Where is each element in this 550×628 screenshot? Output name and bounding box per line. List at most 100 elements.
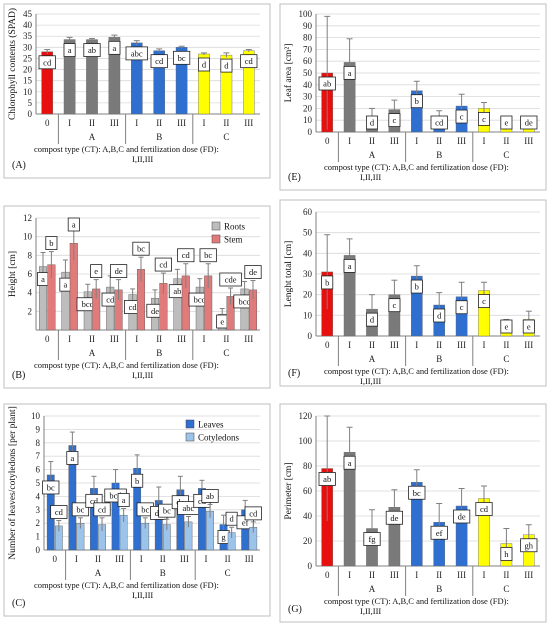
x-tick-label: III (244, 334, 253, 344)
y-tick-label: 4 (28, 288, 33, 298)
y-tick-label: 8 (28, 250, 33, 260)
letter-box (83, 43, 101, 57)
significance-letter: cd (245, 56, 254, 66)
letter-box (177, 248, 195, 263)
x-tick-label: I (348, 570, 351, 580)
significance-letter: cd (480, 504, 489, 514)
letter-box (522, 319, 535, 334)
x-tick-label: III (177, 334, 186, 344)
x-tick-label: II (369, 340, 375, 350)
letter-box (520, 115, 538, 130)
significance-letter: cd (129, 302, 138, 312)
x-tick-label: III (115, 554, 124, 564)
y-tick-label: 5 (28, 98, 33, 108)
letter-box (343, 65, 356, 80)
legend-label: Leaves (198, 420, 224, 430)
significance-letter: cd (159, 260, 168, 270)
significance-letter: e (527, 322, 531, 332)
panel-label: (A) (12, 160, 26, 171)
significance-letter: bc (47, 482, 55, 492)
significance-letter: bc (178, 53, 186, 63)
group-label: A (369, 584, 376, 594)
significance-letter: ef (436, 528, 443, 538)
y-tick-label: 8 (36, 438, 41, 448)
letter-box (90, 264, 103, 279)
x-tick-label: I (205, 554, 208, 564)
significance-letter: bc (163, 506, 171, 516)
y-tick-label: 70 (303, 44, 313, 54)
letter-box (158, 503, 176, 518)
significance-letter: a (122, 495, 126, 505)
x-tick-label: III (110, 118, 119, 128)
letter-box (201, 489, 219, 503)
x-tick-label: I (415, 136, 418, 146)
x-tick-label: III (390, 340, 399, 350)
significance-letter: e (94, 266, 98, 276)
group-label: A (89, 132, 96, 142)
letter-box (67, 217, 80, 232)
group-label: B (156, 348, 162, 358)
group-label: C (223, 132, 229, 142)
significance-letter: ab (323, 79, 331, 89)
significance-letter: de (115, 266, 123, 276)
significance-letter: cde (225, 275, 237, 285)
significance-letter: d (224, 61, 229, 71)
significance-letter: bc (413, 488, 421, 498)
x-caption-line2: I,II,III (132, 370, 153, 380)
y-tick-label: 10 (31, 411, 41, 421)
x-tick-label: I (348, 340, 351, 350)
group-label: C (223, 348, 229, 358)
letter-box (410, 279, 423, 294)
y-tick-label: 10 (303, 115, 313, 125)
legend-swatch (211, 234, 221, 244)
x-tick-label: I (483, 136, 486, 146)
x-tick-label: I (415, 340, 418, 350)
significance-letter: cd (98, 504, 107, 514)
x-caption-line2: I,II,III (360, 376, 381, 386)
x-tick-label: I (135, 118, 138, 128)
significance-letter: g (221, 532, 226, 542)
significance-letter: de (151, 306, 159, 316)
letter-box (93, 502, 111, 517)
letter-box (108, 40, 121, 55)
y-tick-label: 120 (299, 411, 313, 421)
significance-letter: a (68, 45, 72, 55)
significance-letter: gh (525, 540, 534, 550)
significance-letter: bc (204, 250, 212, 260)
letter-box (365, 312, 378, 327)
panel-label: (C) (12, 598, 25, 609)
significance-letter: de (525, 118, 533, 128)
group-label: B (156, 132, 162, 142)
y-tick-label: 0 (28, 109, 33, 119)
letter-box (452, 509, 471, 524)
group-label: C (503, 584, 509, 594)
y-axis-title: Number of leaves/cotyledons [per plant] (7, 406, 18, 560)
x-tick-label: III (110, 334, 119, 344)
y-tick-label: 4 (36, 491, 41, 501)
x-tick-label: 0 (53, 554, 58, 564)
x-tick-label: I (140, 554, 143, 564)
significance-letter: h (504, 549, 509, 559)
letter-box (500, 115, 513, 130)
y-tick-label: 40 (303, 511, 313, 521)
y-tick-label: 0 (36, 545, 41, 555)
significance-letter: c (393, 115, 397, 125)
y-axis-title: Chlorophyll contents (SPAD) (7, 8, 18, 120)
letter-box (410, 94, 423, 109)
letter-box (197, 57, 210, 72)
letter-box (63, 43, 76, 57)
y-tick-label: 10 (23, 87, 33, 97)
letter-box (71, 502, 90, 517)
significance-letter: d (370, 118, 375, 128)
x-caption-line2: I,II,III (132, 590, 153, 600)
significance-letter: cd (55, 507, 64, 517)
x-tick-label: II (156, 334, 162, 344)
letter-box (131, 473, 144, 488)
x-caption: compost type (CT): A,B,C and fertilizati… (324, 596, 509, 606)
significance-letter: b (49, 238, 53, 248)
letter-box (38, 55, 56, 70)
y-axis-title: Leaf area [cm²] (283, 44, 294, 103)
x-caption: compost type (CT): A,B,C and fertilizati… (324, 366, 509, 376)
